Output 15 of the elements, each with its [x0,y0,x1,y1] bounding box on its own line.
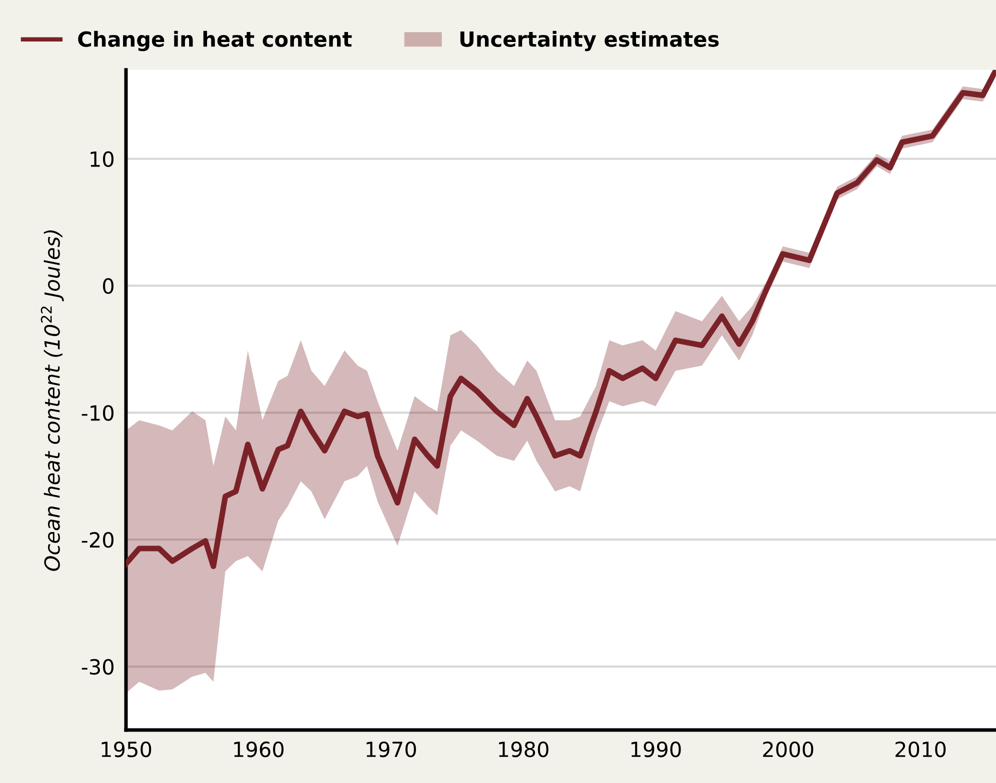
text: Uncertainty estimates [460,30,719,52]
x-tick-label: 1960 [234,741,284,758]
y-tick-label: 10 [90,151,114,167]
x-tick-label: 1970 [366,741,416,758]
legend-label: Change in heat content [78,30,352,52]
y-tick-label: 0 [103,278,114,294]
y-tick-label: -20 [82,532,114,548]
y-axis-title: Ocean heat content (10$^{22}$ Joules) [40,230,64,571]
x-tick-label: 1990 [631,741,681,758]
y-tick-label: -30 [82,658,114,675]
x-tick-label: 2000 [763,741,814,758]
x-tick-label: 1950 [102,741,152,758]
y-tick-label: -10 [82,405,114,421]
x-tick-label: 2010 [896,741,946,758]
x-tick-label: 1980 [499,741,548,758]
